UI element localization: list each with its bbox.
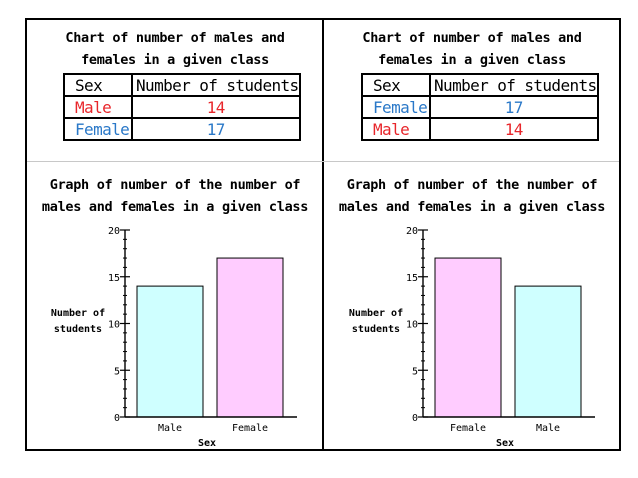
table-row: Male 14	[63, 95, 301, 119]
left-graph-title-line-2: males and females in a given class	[41, 199, 309, 215]
right-chart-title-line-2: females in a given class	[378, 52, 566, 68]
right-data-table: Sex Number of students Female 17 Male 14	[361, 73, 599, 141]
row-count: 17	[131, 117, 301, 141]
y-tick-label: 10	[406, 320, 418, 331]
table-row: Male 14	[361, 117, 599, 141]
table-row: Female 17	[63, 117, 301, 141]
bar-female	[216, 257, 284, 418]
header-sex: Sex	[63, 73, 133, 97]
row-count: 14	[131, 95, 301, 119]
row-sex: Male	[361, 117, 431, 141]
vertical-divider	[322, 18, 324, 451]
right-chart-title-line-1: Chart of number of males and	[362, 30, 582, 46]
left-data-table: Sex Number of students Male 14 Female 17	[63, 73, 301, 141]
x-axis-label: Sex	[198, 438, 216, 449]
x-tick-label: Female	[450, 423, 486, 434]
y-tick-label: 15	[108, 273, 120, 284]
right-graph-title-line-1: Graph of number of the number of	[346, 177, 598, 193]
header-sex: Sex	[361, 73, 431, 97]
horizontal-divider	[27, 161, 619, 162]
right-bar-chart: Female Male 0 5 10 15 20 Sex Number of students	[349, 226, 595, 449]
y-axis-label-line-2: students	[54, 324, 102, 335]
y-tick-label: 0	[114, 413, 120, 424]
row-count: 14	[429, 117, 599, 141]
x-axis-label: Sex	[496, 438, 514, 449]
y-tick-label: 20	[406, 226, 418, 237]
table-header-row: Sex Number of students	[361, 73, 599, 97]
row-count: 17	[429, 95, 599, 119]
header-number-of-students: Number of students	[429, 73, 599, 97]
y-tick-label: 5	[114, 366, 120, 377]
table-row: Female 17	[361, 95, 599, 119]
left-chart-title-line-2: females in a given class	[81, 52, 269, 68]
y-tick-label: 20	[108, 226, 120, 237]
right-graph-title-line-2: males and females in a given class	[338, 199, 606, 215]
left-graph-title: Graph of number of the number of males a…	[27, 174, 323, 218]
right-graph-title: Graph of number of the number of males a…	[324, 174, 620, 218]
y-axis-label-line-2: students	[352, 324, 400, 335]
row-sex: Female	[361, 95, 431, 119]
left-graph-title-line-1: Graph of number of the number of	[49, 177, 301, 193]
y-tick-label: 5	[412, 366, 418, 377]
left-chart-title-line-1: Chart of number of males and	[65, 30, 285, 46]
left-bar-chart: Male Female 0 5 10 15 20 Sex Number of students	[51, 226, 297, 449]
left-chart-title: Chart of number of males and females in …	[27, 27, 323, 71]
x-tick-label: Female	[232, 423, 268, 434]
row-sex: Female	[63, 117, 133, 141]
bar-male	[136, 285, 204, 418]
y-tick-label: 0	[412, 413, 418, 424]
header-number-of-students: Number of students	[131, 73, 301, 97]
y-tick-label: 10	[108, 320, 120, 331]
right-chart-title: Chart of number of males and females in …	[324, 27, 620, 71]
y-axis-label-line-1: Number of	[51, 308, 105, 319]
table-header-row: Sex Number of students	[63, 73, 301, 97]
y-tick-label: 15	[406, 273, 418, 284]
row-sex: Male	[63, 95, 133, 119]
x-tick-label: Male	[158, 423, 182, 434]
y-axis-label-line-1: Number of	[349, 308, 403, 319]
bar-female	[434, 257, 502, 418]
bar-male	[514, 285, 582, 418]
x-tick-label: Male	[536, 423, 560, 434]
